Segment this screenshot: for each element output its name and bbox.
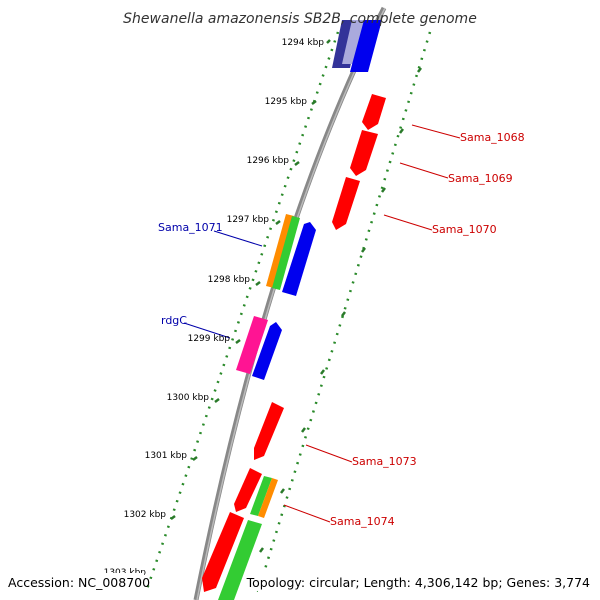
- footer-backdrop-left: [4, 573, 144, 593]
- accession-text: Accession: NC_008700: [8, 575, 150, 590]
- gene-label-rdgc[interactable]: rdgC: [161, 314, 187, 327]
- gene-red-1073[interactable]: [254, 402, 284, 460]
- gene-magenta-rdgc[interactable]: [236, 316, 268, 374]
- map-title: Shewanella amazonensis SB2B, complete ge…: [123, 11, 477, 27]
- gene-red-1069[interactable]: [350, 130, 378, 176]
- gene-blue-rdgc[interactable]: [252, 322, 282, 380]
- gene-label-sama-1071[interactable]: Sama_1071: [158, 221, 223, 234]
- gene-red-1070[interactable]: [332, 177, 360, 230]
- inner-ruler-ticks: [170, 39, 331, 520]
- ruler-label-1299: 1299 kbp: [188, 334, 231, 344]
- ruler-label-1297: 1297 kbp: [227, 215, 270, 225]
- gene-orange-1071[interactable]: [266, 214, 294, 288]
- gene-lavender-top[interactable]: [342, 20, 366, 64]
- ruler-label-1301: 1301 kbp: [145, 451, 188, 461]
- gene-label-sama-1068[interactable]: Sama_1068: [460, 131, 525, 144]
- gene-blue-1071[interactable]: [282, 222, 316, 296]
- gene-label-sama-1070[interactable]: Sama_1070: [432, 223, 497, 236]
- outer-ruler-ticks: [259, 67, 422, 553]
- ruler-label-1295: 1295 kbp: [265, 97, 308, 107]
- gene-blue-top[interactable]: [350, 20, 382, 72]
- ruler-label-1302: 1302 kbp: [124, 510, 167, 520]
- gene-label-sama-1069[interactable]: Sama_1069: [448, 172, 513, 185]
- ruler-label-1294: 1294 kbp: [282, 38, 325, 48]
- topology-text: Topology: circular; Length: 4,306,142 bp…: [246, 575, 590, 590]
- gene-green-1071[interactable]: [272, 216, 300, 290]
- ruler-label-1296: 1296 kbp: [247, 156, 290, 166]
- gene-red-lower-a[interactable]: [234, 468, 262, 512]
- ruler-label-1300: 1300 kbp: [167, 393, 210, 403]
- ruler-label-1298: 1298 kbp: [208, 275, 251, 285]
- gene-label-sama-1074[interactable]: Sama_1074: [330, 515, 395, 528]
- gene-green-lower-b[interactable]: [218, 520, 262, 600]
- gene-red-lower-b[interactable]: [202, 512, 244, 592]
- gene-green-1074[interactable]: [250, 476, 272, 516]
- gene-red-1068[interactable]: [362, 94, 386, 130]
- gene-orange-1074[interactable]: [258, 478, 278, 518]
- gene-label-sama-1073[interactable]: Sama_1073: [352, 455, 417, 468]
- gene-label-connectors: [183, 124, 461, 523]
- footer-backdrop-right: [258, 573, 596, 593]
